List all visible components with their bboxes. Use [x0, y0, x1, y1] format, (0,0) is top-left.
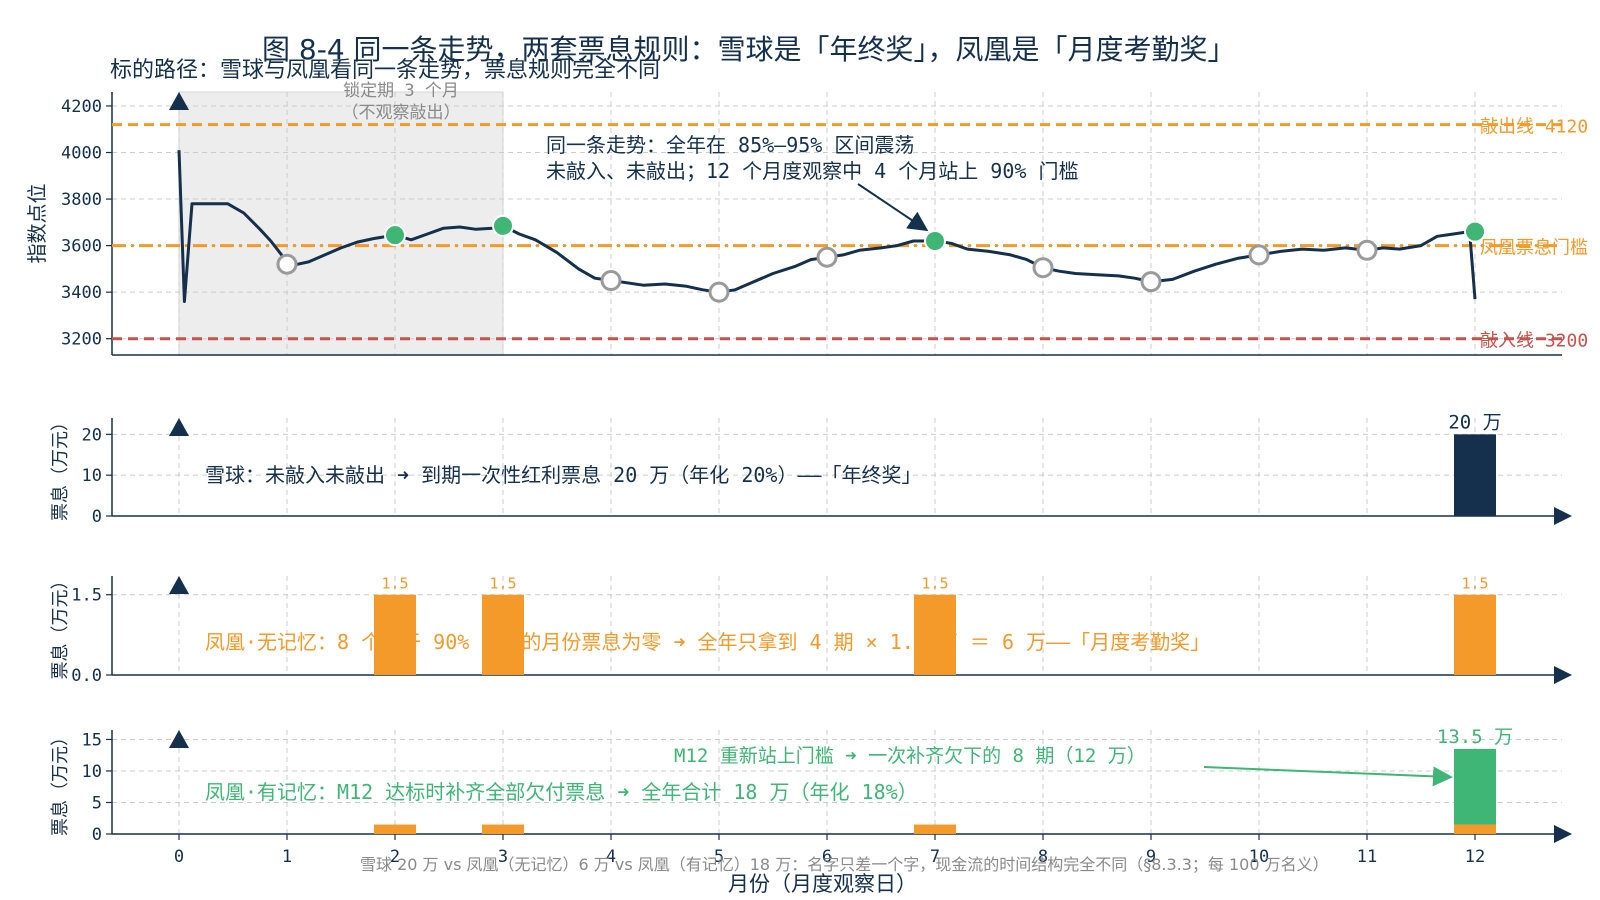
x-tick-label: 11	[1357, 847, 1377, 867]
phoenix-mem-arrow	[1204, 767, 1449, 777]
observation-miss-point	[818, 248, 836, 266]
reference-line-label: 敲出线 4120	[1480, 117, 1588, 138]
catchup-bar	[1454, 749, 1496, 825]
observation-hit-point	[385, 225, 405, 245]
coupon-bar	[1454, 434, 1496, 516]
y-tick-label: 3200	[61, 330, 102, 350]
observation-hit-point	[493, 216, 513, 236]
y-axis-label: 票息（万元）	[50, 728, 71, 836]
phoenix-mem-note: 凤凰·有记忆：M12 达标时补齐全部欠付票息 ➜ 全年合计 18 万（年化 18…	[205, 780, 918, 804]
y-tick-label: 3600	[61, 237, 102, 257]
y-tick-label: 10	[82, 762, 102, 782]
path-annotation-arrow	[858, 184, 925, 229]
observation-hit-point	[925, 231, 945, 251]
y-tick-label: 15	[82, 730, 102, 750]
y-tick-label: 3400	[61, 283, 102, 303]
x-tick-label: 12	[1465, 847, 1485, 867]
x-tick-label: 1	[282, 847, 292, 867]
reference-line-label: 敲入线 3200	[1480, 331, 1588, 352]
snowball-note: 雪球：未敲入未敲出 ➜ 到期一次性红利票息 20 万（年化 20%）——「年终奖…	[205, 463, 922, 487]
coupon-bar	[914, 825, 956, 834]
observation-miss-point	[1142, 273, 1160, 291]
y-tick-label: 10	[82, 466, 102, 486]
bar-value-label: 1.5	[381, 575, 408, 593]
y-tick-label: 4200	[61, 97, 102, 117]
phoenix-nomem-note: 凤凰·无记忆：8 个低于 90% 门槛的月份票息为零 ➜ 全年只拿到 4 期 ×…	[205, 630, 1210, 654]
y-axis-label: 指数点位	[25, 184, 49, 264]
path-annotation-line2: 未敲入、未敲出；12 个月度观察中 4 个月站上 90% 门槛	[546, 159, 1078, 183]
phoenix-mem-annotation: M12 重新站上门槛 ➜ 一次补齐欠下的 8 期（12 万）	[674, 745, 1146, 767]
y-tick-label: 0	[92, 825, 102, 845]
coupon-bar	[1454, 825, 1496, 834]
y-tick-label: 4000	[61, 144, 102, 164]
y-tick-label: 1.5	[71, 586, 102, 606]
x-axis-label: 月份（月度观察日）	[728, 868, 917, 898]
axis-right-arrow-icon	[1554, 507, 1572, 525]
y-axis-label: 票息（万元）	[50, 413, 71, 521]
y-tick-label: 0	[92, 507, 102, 527]
axis-up-arrow-icon	[169, 418, 189, 436]
bar-value-label: 20 万	[1448, 411, 1501, 433]
lock-period-shade	[179, 92, 503, 355]
observation-miss-point	[278, 255, 296, 273]
x-tick-label: 0	[174, 847, 184, 867]
observation-miss-point	[710, 283, 728, 301]
coupon-bar	[1454, 595, 1496, 675]
axis-right-arrow-icon	[1554, 825, 1572, 843]
observation-miss-point	[1358, 241, 1376, 259]
axis-right-arrow-icon	[1554, 666, 1572, 684]
lock-period-note: （不观察敲出）	[342, 103, 461, 123]
axis-up-arrow-icon	[169, 576, 189, 594]
observation-miss-point	[1034, 259, 1052, 277]
coupon-bar	[482, 825, 524, 834]
bar-value-label: 1.5	[921, 575, 948, 593]
bar-value-label: 1.5	[489, 575, 516, 593]
lock-period-label: 锁定期 3 个月	[343, 81, 459, 101]
reference-line-label: 凤凰票息门槛	[1480, 238, 1588, 259]
y-tick-label: 0.0	[71, 666, 102, 686]
y-tick-label: 3800	[61, 190, 102, 210]
y-axis-label: 票息（万元）	[50, 572, 71, 680]
observation-miss-point	[1250, 246, 1268, 264]
observation-miss-point	[602, 272, 620, 290]
bar-value-label: 1.5	[1461, 575, 1488, 593]
path-annotation-line1: 同一条走势：全年在 85%–95% 区间震荡	[546, 133, 914, 157]
coupon-bar	[374, 825, 416, 834]
observation-hit-point	[1465, 222, 1485, 242]
bar-value-label: 13.5 万	[1437, 726, 1513, 748]
y-tick-label: 20	[82, 425, 102, 445]
y-tick-label: 5	[92, 793, 102, 813]
